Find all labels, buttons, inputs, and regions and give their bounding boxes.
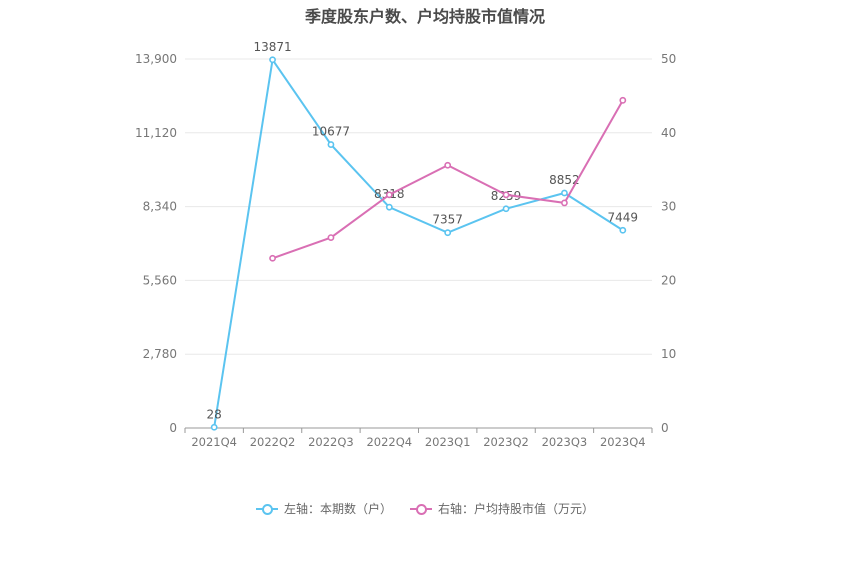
y-right-tick-label: 30	[661, 200, 676, 214]
legend-label-left: 左轴：本期数（户）	[283, 502, 392, 516]
data-point-left	[502, 205, 510, 213]
data-label: 7449	[608, 210, 639, 224]
y-right-tick-label: 50	[661, 52, 676, 66]
y-left-tick-label: 2,780	[143, 347, 177, 361]
x-tick-label: 2021Q4	[191, 435, 237, 449]
legend-swatch-left-icon	[255, 503, 278, 515]
data-point-right	[327, 234, 335, 241]
data-point-right	[619, 96, 627, 104]
series-line-left	[213, 57, 624, 428]
x-tick-label: 2023Q1	[425, 435, 471, 449]
y-right-tick-label: 10	[661, 347, 676, 361]
legend-item-right-series[interactable]: 右轴：户均持股市值（万元）	[410, 500, 594, 517]
data-point-right	[269, 254, 276, 262]
legend-label-right: 右轴：户均持股市值（万元）	[438, 502, 595, 516]
x-tick-label: 2022Q3	[308, 435, 354, 449]
data-label: 28	[207, 407, 222, 421]
y-left-tick-label: 5,560	[143, 273, 177, 287]
legend-swatch-right-icon	[410, 503, 432, 515]
y-left-tick-label: 8,340	[143, 200, 177, 214]
data-point-right	[444, 161, 452, 169]
data-point-left	[210, 423, 218, 431]
y-left-tick-label: 13,900	[135, 52, 177, 66]
data-point-right	[502, 191, 510, 199]
x-tick-label: 2023Q4	[600, 435, 646, 449]
y-right-tick-label: 20	[661, 273, 676, 287]
data-point-left	[385, 203, 393, 211]
data-label: 13871	[253, 40, 291, 54]
legend-item-left-series[interactable]: 左轴：本期数（户）	[255, 500, 392, 517]
data-point-left	[327, 141, 335, 148]
x-tick-label: 2022Q2	[250, 435, 296, 449]
data-label: 7357	[432, 213, 463, 227]
x-tick-label: 2023Q3	[542, 435, 588, 449]
data-label: 8852	[549, 173, 580, 187]
legend: 左轴：本期数（户） 右轴：户均持股市值（万元）	[0, 500, 850, 517]
y-right-tick-label: 40	[661, 126, 676, 140]
y-right-tick-label: 0	[661, 421, 669, 435]
y-left-tick-label: 11,120	[135, 126, 177, 140]
data-point-right	[385, 191, 393, 199]
chart-title: 季度股东户数、户均持股市值情况	[304, 7, 545, 26]
x-tick-label: 2023Q2	[483, 435, 529, 449]
data-point-right	[561, 199, 568, 207]
data-label: 10677	[312, 125, 350, 139]
data-point-left	[269, 56, 276, 64]
data-point-left	[619, 226, 627, 234]
x-tick-label: 2022Q4	[366, 435, 412, 449]
data-point-left	[561, 189, 568, 197]
data-point-left	[444, 229, 452, 237]
y-left-tick-label: 0	[169, 421, 177, 435]
